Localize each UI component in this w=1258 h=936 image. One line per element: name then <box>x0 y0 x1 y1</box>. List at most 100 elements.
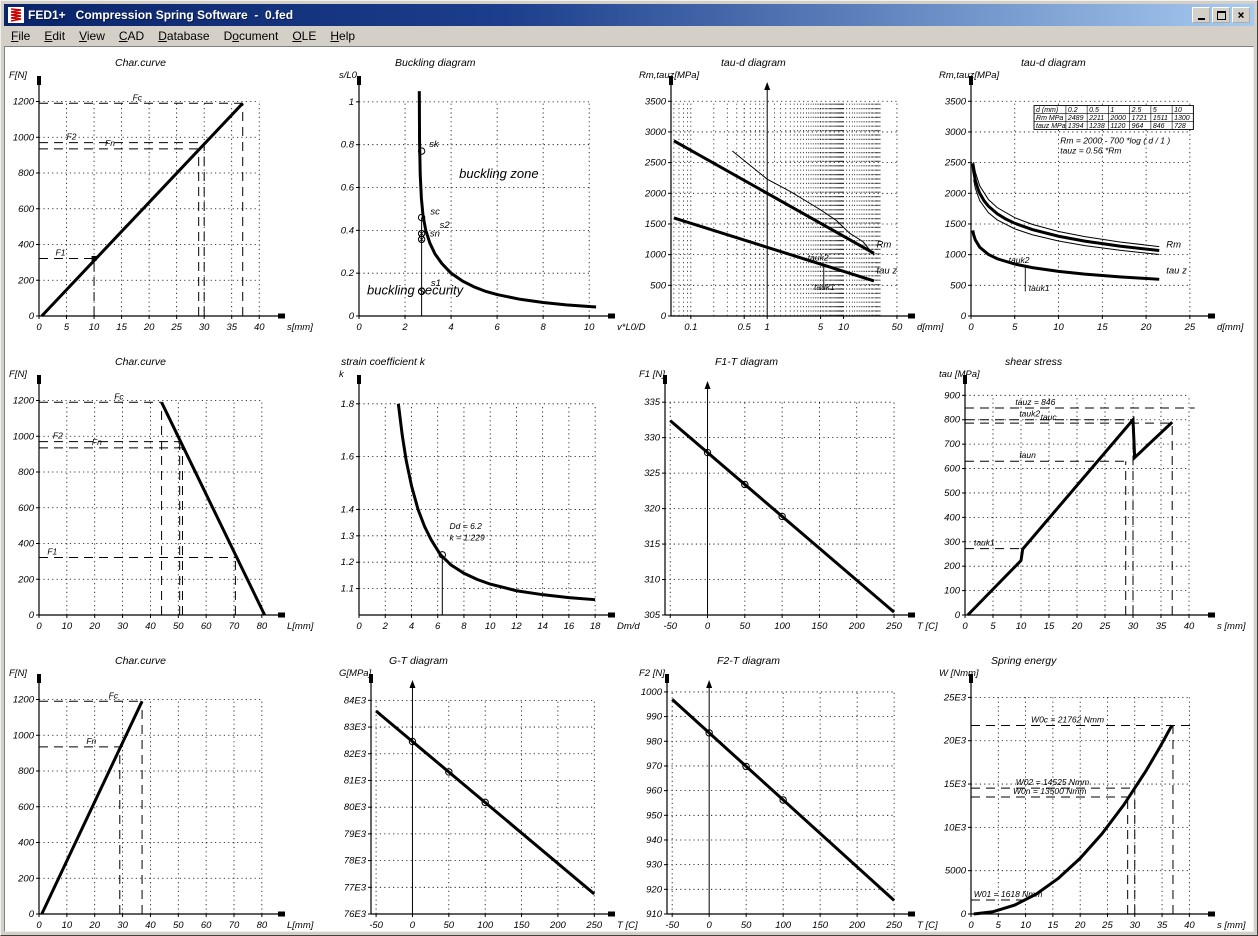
svg-text:80E3: 80E3 <box>344 802 367 813</box>
menu-bar: File Edit View CAD Database Document OLE Help <box>4 26 1254 46</box>
svg-text:20: 20 <box>143 322 155 333</box>
svg-text:84E3: 84E3 <box>344 695 367 706</box>
svg-text:0: 0 <box>29 610 35 621</box>
menu-edit[interactable]: Edit <box>44 29 66 43</box>
svg-text:0: 0 <box>29 311 35 322</box>
svg-text:728: 728 <box>1174 123 1186 130</box>
svg-text:900: 900 <box>944 390 961 401</box>
svg-text:Rm MPa: Rm MPa <box>1036 115 1063 122</box>
svg-text:tau z: tau z <box>877 266 898 277</box>
svg-text:40: 40 <box>145 621 156 632</box>
svg-text:40: 40 <box>145 920 156 931</box>
chart-title: Char.curve <box>115 655 166 667</box>
svg-text:30: 30 <box>117 920 128 931</box>
svg-text:-50: -50 <box>665 920 679 931</box>
menu-file[interactable]: File <box>11 29 31 43</box>
svg-text:0: 0 <box>410 920 416 931</box>
svg-text:0: 0 <box>707 920 713 931</box>
svg-text:1238: 1238 <box>1089 123 1105 130</box>
svg-text:800: 800 <box>18 766 35 777</box>
svg-text:920: 920 <box>646 884 663 895</box>
svg-text:10: 10 <box>1020 920 1031 931</box>
svg-text:76E3: 76E3 <box>344 909 367 920</box>
svg-text:50: 50 <box>741 920 752 931</box>
svg-text:25E3: 25E3 <box>943 692 967 703</box>
menu-document[interactable]: Document <box>223 29 279 43</box>
svg-text:846: 846 <box>1153 123 1165 130</box>
svg-text:14: 14 <box>537 621 548 632</box>
chart-title: Spring energy <box>991 655 1057 667</box>
close-button[interactable]: × <box>1232 7 1250 23</box>
svg-text:tauk2: tauk2 <box>1019 409 1040 419</box>
svg-text:77E3: 77E3 <box>344 882 367 893</box>
chart-title: Char.curve <box>115 57 166 69</box>
svg-text:16: 16 <box>564 621 575 632</box>
svg-text:800: 800 <box>18 467 35 478</box>
svg-text:950: 950 <box>646 810 663 821</box>
svg-text:Fc: Fc <box>109 690 119 700</box>
svg-text:1511: 1511 <box>1153 115 1168 122</box>
svg-text:700: 700 <box>944 439 961 450</box>
svg-text:sk: sk <box>429 139 440 150</box>
svg-text:81E3: 81E3 <box>344 775 367 786</box>
svg-text:2211: 2211 <box>1088 115 1104 122</box>
maximize-button[interactable] <box>1212 7 1230 23</box>
svg-text:10: 10 <box>1053 322 1064 333</box>
svg-text:100: 100 <box>775 920 792 931</box>
svg-text:1500: 1500 <box>945 219 967 230</box>
svg-text:1000: 1000 <box>945 250 967 261</box>
title-bar[interactable]: FED1+ Compression Spring Software - 0.fe… <box>4 4 1254 26</box>
svg-text:buckling security: buckling security <box>367 283 465 298</box>
menu-database[interactable]: Database <box>158 29 210 43</box>
svg-text:tauk2: tauk2 <box>808 252 829 262</box>
svg-text:5: 5 <box>1153 107 1157 114</box>
svg-text:0.2: 0.2 <box>341 268 355 279</box>
svg-text:20: 20 <box>1071 621 1083 632</box>
svg-text:10: 10 <box>62 621 73 632</box>
svg-text:310: 310 <box>644 575 661 586</box>
svg-text:200: 200 <box>848 621 866 632</box>
svg-text:k = 1.229: k = 1.229 <box>450 532 485 542</box>
chart-f1-t: -50 0 50 100 150 200 250 305 310 315 320 325 330 335 T… <box>639 356 938 632</box>
menu-view[interactable]: View <box>79 29 105 43</box>
svg-text:3500: 3500 <box>945 96 967 107</box>
svg-text:50: 50 <box>740 621 751 632</box>
spring-icon[interactable] <box>8 7 24 23</box>
menu-ole[interactable]: OLE <box>292 29 317 43</box>
chart-title: tau-d diagram <box>1021 57 1086 69</box>
svg-text:tau z: tau z <box>1166 266 1187 277</box>
svg-text:1.1: 1.1 <box>341 584 354 595</box>
chart-title: Char.curve <box>115 356 166 368</box>
chart-shear-stress: tauz = 846 tauk2 tauc taun tauk1 0 5 10 15 20 25 30… <box>939 356 1246 632</box>
svg-text:35: 35 <box>1156 621 1167 632</box>
svg-text:20: 20 <box>1074 920 1086 931</box>
svg-text:Fc: Fc <box>114 391 124 401</box>
svg-text:0.5: 0.5 <box>738 322 752 333</box>
svg-text:30: 30 <box>1129 920 1140 931</box>
menu-help[interactable]: Help <box>330 29 356 43</box>
svg-text:200: 200 <box>549 920 567 931</box>
svg-text:0.1: 0.1 <box>684 322 697 333</box>
svg-text:Rm = 2000 - 700 *log ( d / 1 ): Rm = 2000 - 700 *log ( d / 1 ) <box>1060 136 1170 146</box>
svg-text:2500: 2500 <box>944 158 967 169</box>
svg-text:500: 500 <box>650 280 667 291</box>
svg-text:W02 = 14525 Nmm: W02 = 14525 Nmm <box>1016 777 1089 787</box>
menu-cad[interactable]: CAD <box>118 29 145 43</box>
svg-text:0.8: 0.8 <box>341 140 355 151</box>
svg-text:20: 20 <box>88 621 100 632</box>
svg-text:5: 5 <box>64 322 70 333</box>
svg-text:80: 80 <box>257 621 268 632</box>
minimize-button[interactable] <box>1192 7 1210 23</box>
svg-text:tauz = 846: tauz = 846 <box>1015 397 1055 407</box>
svg-text:50: 50 <box>892 322 903 333</box>
svg-text:2489: 2489 <box>1067 115 1084 122</box>
svg-text:0: 0 <box>36 322 42 333</box>
svg-text:15: 15 <box>116 322 127 333</box>
svg-text:0: 0 <box>705 621 711 632</box>
svg-text:Fn: Fn <box>86 736 96 746</box>
svg-text:83E3: 83E3 <box>344 722 367 733</box>
